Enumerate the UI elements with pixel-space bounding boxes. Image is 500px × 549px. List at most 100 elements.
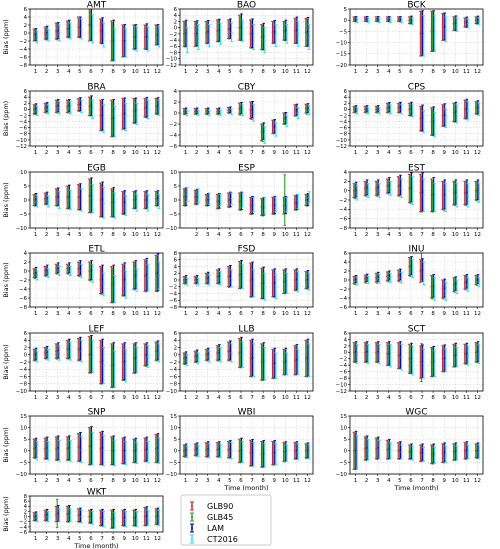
- mean-point: [197, 36, 200, 38]
- mean-point: [47, 34, 50, 36]
- mean-point: [422, 194, 425, 197]
- mean-point: [306, 358, 308, 360]
- mean-point: [91, 197, 94, 200]
- mean-point: [477, 278, 479, 280]
- mean-point: [58, 199, 61, 201]
- x-tick-label: 5: [228, 232, 231, 238]
- y-tick-label: 0: [174, 353, 178, 359]
- mean-point: [251, 356, 254, 359]
- x-tick-label: 3: [376, 150, 379, 156]
- mean-point: [398, 450, 401, 453]
- mean-point: [456, 285, 458, 288]
- mean-point: [389, 354, 392, 357]
- mean-point: [112, 364, 115, 366]
- y-tick-label: 2: [24, 101, 27, 107]
- mean-point: [58, 352, 61, 354]
- x-tick-label: 12: [474, 311, 481, 317]
- mean-point: [454, 282, 457, 285]
- mean-point: [398, 107, 401, 110]
- x-tick-label: 3: [376, 69, 379, 75]
- x-tick-label: 3: [56, 232, 59, 238]
- error-bars: [32, 498, 161, 529]
- mean-point: [367, 448, 370, 451]
- mean-point: [217, 30, 220, 33]
- mean-point: [262, 130, 265, 133]
- x-tick-label: 5: [78, 311, 81, 317]
- mean-point: [354, 109, 356, 111]
- mean-point: [90, 353, 93, 355]
- mean-point: [400, 19, 403, 22]
- x-tick-label: 4: [387, 478, 391, 484]
- x-tick-label: 4: [217, 478, 221, 484]
- mean-point: [284, 280, 287, 282]
- plot-frame: [179, 415, 314, 475]
- mean-point: [252, 359, 255, 362]
- mean-point: [157, 349, 159, 352]
- mean-point: [387, 449, 390, 452]
- y-tick-label: −10: [16, 226, 28, 232]
- mean-point: [297, 280, 299, 283]
- mean-point: [367, 353, 370, 355]
- mean-point: [208, 355, 211, 358]
- mean-point: [228, 199, 231, 202]
- mean-point: [378, 277, 381, 280]
- mean-point: [144, 354, 147, 357]
- mean-point: [272, 205, 275, 208]
- mean-point: [229, 349, 232, 352]
- y-tick-label: −2: [339, 198, 347, 204]
- mean-point: [45, 107, 47, 110]
- y-tick-label: −8: [19, 382, 28, 388]
- mean-point: [456, 356, 458, 359]
- mean-point: [274, 128, 277, 131]
- x-tick-label: 12: [474, 232, 481, 238]
- x-tick-label: 8: [261, 150, 265, 156]
- mean-point: [286, 203, 288, 206]
- mean-point: [101, 29, 104, 32]
- mean-point: [156, 198, 158, 201]
- mean-point: [195, 111, 197, 113]
- x-tick-label: 9: [272, 232, 276, 238]
- x-tick-label: 5: [228, 478, 231, 484]
- x-tick-label: 10: [452, 150, 459, 156]
- mean-point: [36, 109, 39, 112]
- mean-point: [399, 449, 402, 452]
- x-tick-label: 6: [89, 150, 93, 156]
- mean-point: [366, 446, 369, 449]
- mean-point: [136, 38, 138, 40]
- y-tick-label: −20: [336, 63, 348, 69]
- mean-point: [123, 360, 126, 363]
- mean-point: [422, 453, 425, 456]
- mean-point: [444, 290, 447, 293]
- y-tick-label: −5: [169, 212, 177, 218]
- mean-point: [57, 104, 60, 107]
- y-tick-label: 4: [24, 504, 28, 510]
- mean-point: [133, 358, 136, 360]
- mean-point: [308, 36, 311, 38]
- x-tick-label: 6: [409, 311, 413, 317]
- y-tick-label: 2: [174, 100, 177, 106]
- x-tick-label: 2: [45, 150, 48, 156]
- legend-item-glb90: GLB90: [190, 501, 233, 511]
- mean-point: [478, 281, 481, 284]
- mean-point: [100, 280, 103, 282]
- y-tick-label: 4: [24, 251, 28, 257]
- mean-point: [111, 40, 114, 43]
- y-tick-label: −8: [339, 226, 348, 232]
- error-bars: [182, 259, 311, 301]
- mean-point: [195, 196, 197, 199]
- y-tick-label: 0: [174, 111, 178, 117]
- y-tick-label: −10: [166, 472, 178, 478]
- mean-point: [467, 109, 469, 112]
- y-tick-label: −2: [169, 285, 177, 291]
- y-tick-label: 0: [24, 514, 28, 520]
- mean-point: [157, 197, 159, 199]
- mean-point: [251, 108, 254, 111]
- y-tick-label: 2: [24, 509, 27, 515]
- mean-point: [433, 288, 436, 290]
- mean-point: [442, 358, 445, 361]
- mean-point: [46, 197, 49, 199]
- mean-point: [113, 519, 116, 522]
- error-bars: [352, 430, 481, 471]
